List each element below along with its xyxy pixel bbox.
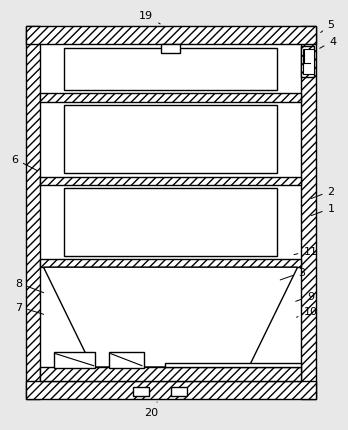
Text: 3: 3	[280, 268, 305, 280]
Bar	[40, 178, 301, 185]
Text: 7: 7	[15, 302, 44, 315]
Bar	[161, 45, 180, 54]
Text: 10: 10	[296, 306, 317, 317]
Text: 19: 19	[139, 11, 160, 25]
Text: 4: 4	[320, 37, 337, 49]
Bar	[40, 367, 301, 381]
Bar	[40, 260, 301, 267]
Bar	[64, 106, 277, 174]
Bar	[303, 49, 314, 75]
Text: 5: 5	[321, 20, 334, 34]
Bar	[40, 94, 301, 103]
Text: 11: 11	[294, 246, 317, 256]
Bar	[40, 45, 301, 381]
Text: 9: 9	[296, 291, 314, 301]
Text: 20: 20	[144, 402, 159, 418]
Bar	[109, 352, 144, 368]
Bar	[171, 387, 187, 396]
Bar	[25, 381, 316, 399]
Bar	[301, 27, 316, 399]
Bar	[133, 387, 149, 396]
Text: 8: 8	[15, 278, 44, 293]
Bar	[64, 188, 277, 256]
Bar	[25, 27, 40, 399]
Bar	[54, 352, 95, 368]
Polygon shape	[44, 267, 298, 367]
Bar	[25, 27, 316, 45]
Bar	[165, 363, 301, 367]
Text: 2: 2	[311, 187, 335, 199]
Bar	[301, 47, 314, 78]
Bar	[64, 49, 277, 91]
Text: 1: 1	[311, 203, 334, 216]
Text: 6: 6	[11, 154, 37, 171]
